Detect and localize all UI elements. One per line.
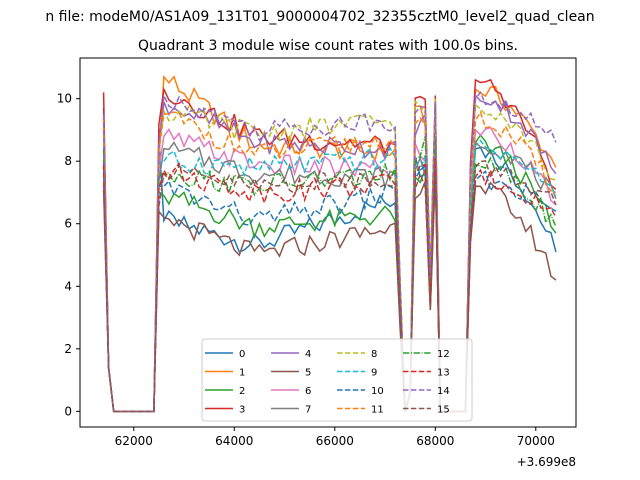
series-line-3 — [102, 78, 557, 413]
legend-label-12: 12 — [437, 349, 450, 360]
plot-area — [102, 74, 557, 413]
y-tick-label: 2 — [64, 342, 72, 356]
legend-label-2: 2 — [239, 386, 245, 397]
x-tick-label: 66000 — [316, 434, 354, 448]
series-line-13 — [102, 158, 557, 413]
legend-label-15: 15 — [437, 405, 450, 416]
x-tick-label: 62000 — [115, 434, 153, 448]
series-line-14 — [102, 90, 557, 413]
y-tick-label: 8 — [64, 154, 72, 168]
legend-label-3: 3 — [239, 405, 245, 416]
series-line-15 — [102, 160, 557, 413]
y-tick-label: 6 — [64, 217, 72, 231]
legend-label-4: 4 — [305, 349, 311, 360]
figure-suptitle: n file: modeM0/AS1A09_131T01_9000004702_… — [45, 9, 594, 25]
legend-label-1: 1 — [239, 368, 245, 379]
legend-label-7: 7 — [305, 405, 311, 416]
x-offset-label: +3.699e8 — [517, 455, 576, 469]
legend-box — [201, 338, 473, 422]
series-line-8 — [102, 98, 557, 413]
series-line-6 — [102, 126, 557, 413]
series-line-5 — [102, 173, 557, 413]
x-tick-label: 64000 — [215, 434, 253, 448]
series-line-12 — [102, 136, 557, 413]
legend-label-10: 10 — [371, 386, 384, 397]
series-line-10 — [102, 161, 557, 413]
x-tick-label: 70000 — [517, 434, 555, 448]
y-tick-label: 0 — [64, 404, 72, 418]
axes-title: Quadrant 3 module wise count rates with … — [138, 38, 518, 54]
legend-label-5: 5 — [305, 368, 311, 379]
series-line-9 — [102, 136, 557, 413]
series-line-7 — [102, 140, 557, 413]
legend-label-13: 13 — [437, 368, 450, 379]
y-axis: 0 2 4 6 8 10 — [57, 92, 80, 418]
series-line-11 — [102, 110, 557, 413]
legend-label-14: 14 — [437, 386, 450, 397]
legend-label-9: 9 — [371, 368, 377, 379]
x-tick-label: 68000 — [416, 434, 454, 448]
legend-label-11: 11 — [371, 405, 384, 416]
legend-label-0: 0 — [239, 349, 245, 360]
legend-label-6: 6 — [305, 386, 311, 397]
legend-label-8: 8 — [371, 349, 377, 360]
x-axis: 62000 64000 66000 68000 70000 — [115, 427, 555, 448]
y-tick-label: 4 — [64, 279, 72, 293]
y-tick-label: 10 — [57, 92, 72, 106]
axes-frame — [79, 57, 577, 428]
